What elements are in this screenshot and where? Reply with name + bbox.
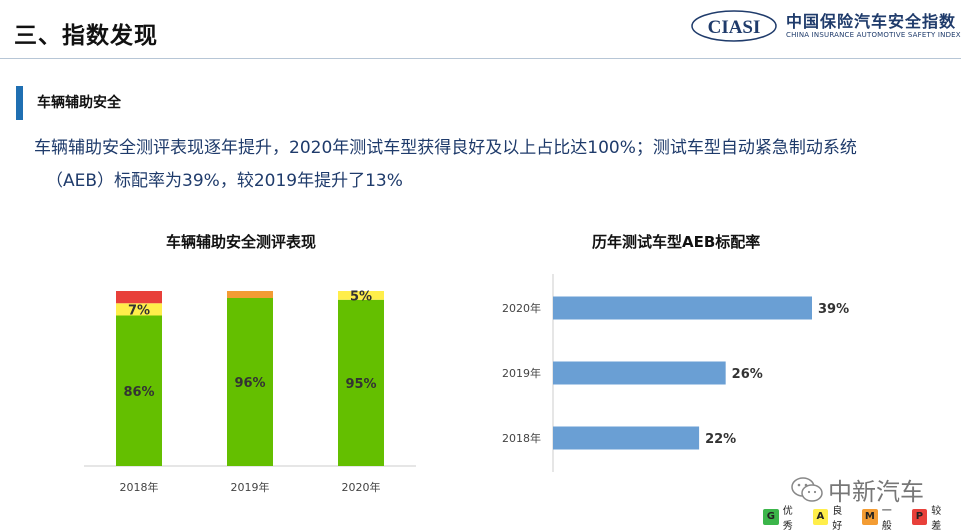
legend-item: A 良好: [812, 502, 853, 532]
page-title: 三、指数发现: [14, 23, 158, 49]
legend-swatch: G: [763, 509, 779, 525]
stacked-bar-data-label: 7%: [128, 303, 150, 318]
watermark-text: 中新汽车: [828, 478, 924, 506]
summary-line-1: 车辆辅助安全测评表现逐年提升，2020年测试车型获得良好及以上占比达100%；测…: [34, 138, 857, 158]
stacked-bar-segment: [338, 291, 384, 300]
stacked-bar-segment: [338, 299, 384, 466]
stacked-bar-data-label: 86%: [123, 385, 154, 400]
legend-label: 一般: [881, 506, 892, 532]
stacked-bar-segment: [227, 291, 273, 298]
legend-swatch: A: [812, 509, 829, 525]
aeb-y-tick-label: 2019年: [502, 366, 541, 380]
summary-line-2: （AEB）标配率为39%，较2019年提升了13%: [46, 171, 403, 191]
aeb-bar-data-label: 26%: [732, 367, 763, 382]
aeb-bar: [553, 426, 700, 450]
section-summary: 车辆辅助安全测评表现逐年提升，2020年测试车型获得良好及以上占比达100%；测…: [34, 132, 934, 198]
header-divider: [0, 58, 961, 59]
legend-item: G 优秀: [763, 502, 803, 532]
watermark: 中新汽车: [790, 472, 924, 507]
stacked-bar-data-label: 96%: [234, 376, 265, 391]
logo-text: CIASI: [708, 17, 761, 38]
stacked-chart-title: 车辆辅助安全测评表现: [166, 233, 317, 251]
stacked-x-tick-label: 2019年: [231, 480, 270, 494]
aeb-bar: [553, 296, 812, 320]
stacked-bar-segment: [227, 298, 273, 466]
legend-label: 良好: [832, 506, 843, 532]
stacked-bar-data-label: 5%: [350, 289, 372, 304]
legend-item: P 较差: [911, 502, 952, 532]
aeb-chart-title: 历年测试车型AEB标配率: [592, 233, 761, 251]
section-title: 车辆辅助安全: [37, 95, 121, 111]
legend-item: M 一般: [862, 502, 902, 532]
legend-swatch: M: [862, 509, 878, 525]
stacked-x-tick-label: 2018年: [120, 480, 159, 494]
stacked-x-tick-label: 2020年: [342, 480, 381, 494]
brand-name-en: CHINA INSURANCE AUTOMOTIVE SAFETY INDEX: [786, 31, 961, 39]
ciasi-logo: CIASI: [691, 10, 777, 42]
aeb-y-tick-label: 2018年: [502, 431, 541, 445]
section-accent-bar: [16, 86, 23, 120]
legend-swatch: P: [911, 509, 928, 525]
stacked-bar-segment: [116, 303, 162, 316]
aeb-bar: [553, 361, 726, 385]
legend-label: 较差: [931, 506, 942, 532]
legend-label: 优秀: [782, 506, 793, 532]
aeb-y-tick-label: 2020年: [502, 301, 541, 315]
wechat-icon: [791, 476, 823, 502]
stacked-bar-data-label: 95%: [345, 377, 376, 392]
stacked-bar-segment: [116, 291, 162, 304]
stacked-bar-segment: [116, 315, 162, 466]
brand-name-cn: 中国保险汽车安全指数: [786, 12, 957, 31]
legend: G 优秀 A 良好 M 一般 P 较差: [763, 502, 961, 532]
aeb-bar-data-label: 22%: [705, 432, 736, 447]
aeb-bar-data-label: 39%: [818, 302, 849, 317]
